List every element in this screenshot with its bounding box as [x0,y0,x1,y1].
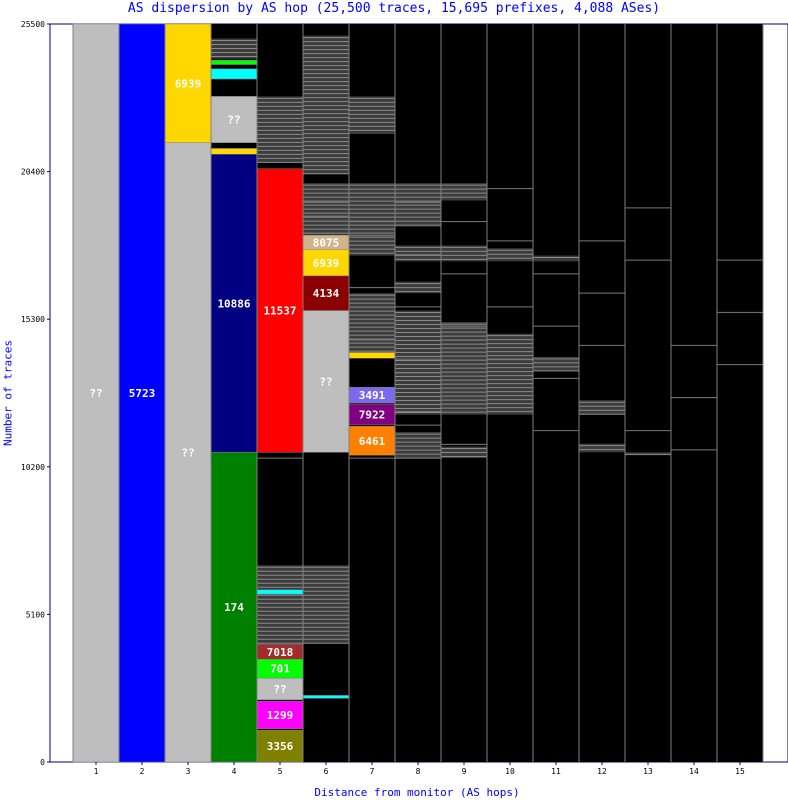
x-tick-label: 15 [735,767,745,776]
as-segment-unlabeled [256,589,304,595]
hop-column-bg [625,24,671,762]
y-tick-label: 5100 [26,610,45,619]
as-segment-5723 [118,23,166,763]
as-segment-174 [210,452,258,763]
x-tick-label: 8 [416,767,421,776]
x-tick-label: 13 [643,767,653,776]
small-as-region [625,452,671,456]
as-segment-label: 1299 [267,709,294,722]
as-segment-label: 7922 [359,409,386,422]
as-segment-unlabeled [210,68,258,80]
hop-column-bg [533,24,579,762]
as-segment-label: ?? [181,446,194,459]
as-segment-6461 [348,426,396,456]
x-tick-label: 6 [324,767,329,776]
as-segment-unlabeled [348,352,396,359]
y-tick-label: 15300 [21,315,45,324]
x-tick-label: 11 [551,767,561,776]
small-as-region [395,310,441,415]
y-tick-label: 25500 [21,20,45,29]
y-tick-label: 20400 [21,168,45,177]
x-tick-label: 1 [94,767,99,776]
chart-title: AS dispersion by AS hop (25,500 traces, … [127,1,661,16]
as-segment-label: ?? [89,387,102,400]
y-tick-label: 10200 [21,463,45,472]
x-tick-label: 4 [232,767,237,776]
as-segment-11537 [256,168,304,453]
small-as-region [441,183,487,201]
x-tick-label: 2 [140,767,145,776]
as-segment-label: 6461 [359,435,386,448]
small-as-region [303,565,349,644]
as-segment-label: 3491 [359,389,386,402]
x-axis-label: Distance from monitor (AS hops) [314,786,520,799]
small-as-region [533,356,579,372]
small-as-region [533,255,579,262]
small-as-region [441,245,487,262]
as-segment-label: 5723 [129,387,156,400]
x-tick-label: 5 [278,767,283,776]
x-tick-label: 3 [186,767,191,776]
small-as-region [395,245,441,262]
small-as-region [303,35,349,175]
as-segment-unlabeled [210,59,258,65]
x-tick-label: 7 [370,767,375,776]
small-as-region [349,183,395,256]
as-segment-label: 6939 [175,77,202,90]
x-tick-label: 10 [505,767,515,776]
as-segment-label: 3356 [267,740,294,753]
x-tick-label: 12 [597,767,607,776]
y-tick-label: 0 [40,758,45,767]
as-segment-label: 11537 [263,305,296,318]
small-as-region [579,400,625,415]
as-segment-?? [302,310,350,453]
small-as-region [579,443,625,453]
as-segment-label: 6939 [313,257,340,270]
as-segment-label: 174 [224,601,244,614]
as-segment-unlabeled [210,78,258,97]
as-segment-label: 4134 [313,287,340,300]
as-segment-unlabeled [210,148,258,155]
hop-column-bg [671,24,717,762]
small-as-region [257,96,303,163]
as-segment-6939 [164,23,212,143]
as-segment-unlabeled [302,695,350,699]
as-segment-label: ?? [319,375,332,388]
as-segment-10886 [210,153,258,453]
as-segment-label: 701 [270,663,290,676]
as-segment-label: 10886 [217,297,250,310]
as-segment-label: ?? [227,114,240,127]
x-tick-label: 9 [462,767,467,776]
as-segment-label: 8075 [313,237,340,250]
as-segment-3356 [256,729,304,763]
hop-column-bg [579,24,625,762]
hop-column-bg [717,24,763,762]
as-segment-label: ?? [273,683,286,696]
small-as-region [487,333,533,415]
small-as-region [257,565,303,645]
x-tick-label: 14 [689,767,699,776]
as-segment-label: 7018 [267,646,294,659]
